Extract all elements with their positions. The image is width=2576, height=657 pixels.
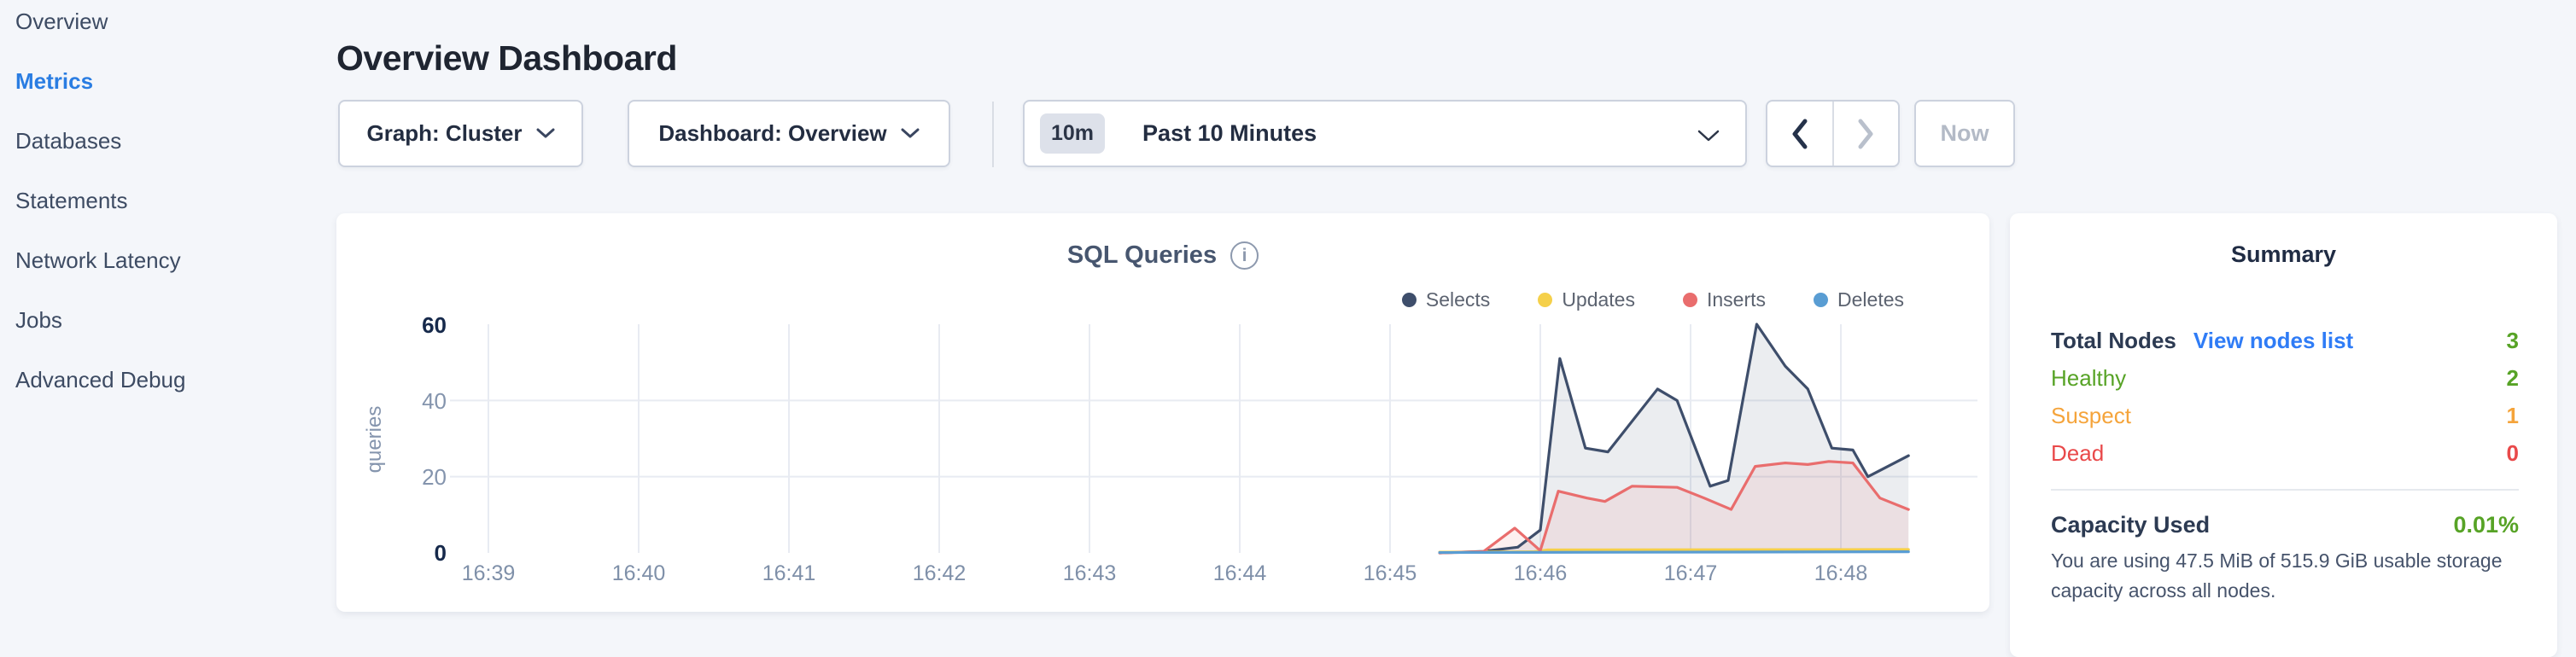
sidebar-item-statements[interactable]: Statements <box>0 181 333 220</box>
x-tick-label: 16:43 <box>1062 561 1117 585</box>
time-window-arrows <box>1766 100 1900 167</box>
sidebar-item-label: Overview <box>15 8 108 34</box>
chevron-left-icon <box>1792 119 1808 148</box>
chevron-down-icon <box>1697 130 1720 142</box>
graph-scope-dropdown-label: Graph: Cluster <box>366 120 523 146</box>
total-nodes-label: Total Nodes <box>2051 327 2176 353</box>
inserts-series-dot <box>1682 293 1697 307</box>
chart-title-row: SQL Queries i <box>336 241 1989 270</box>
summary-title: Summary <box>2230 241 2337 267</box>
deletes-series-dot <box>1814 293 1829 307</box>
sidebar-item-network-latency[interactable]: Network Latency <box>0 241 333 280</box>
summary-row-total-nodes: Total Nodes View nodes list 3 <box>2051 322 2519 359</box>
chevron-right-icon <box>1858 119 1873 148</box>
y-tick-label: 20 <box>422 464 447 490</box>
dead-label: Dead <box>2051 439 2105 466</box>
sql-queries-plot[interactable] <box>336 213 1989 612</box>
legend-item-inserts[interactable]: Inserts <box>1682 288 1767 311</box>
selects-line <box>1438 323 1910 555</box>
time-range-label: Past 10 Minutes <box>1142 120 1317 146</box>
inserts-area <box>1440 461 1909 553</box>
graph-scope-dropdown[interactable]: Graph: Cluster <box>338 100 583 167</box>
sidebar-item-jobs[interactable]: Jobs <box>0 300 333 340</box>
dashboard-dropdown-label: Dashboard: Overview <box>658 120 887 146</box>
chevron-down-icon <box>901 128 920 138</box>
selects-series-dot <box>1401 293 1417 307</box>
sidebar-item-label: Network Latency <box>15 247 181 273</box>
updates-series-dot <box>1538 293 1553 307</box>
x-tick-label: 16:44 <box>1212 561 1267 585</box>
x-tick-label: 16:45 <box>1363 561 1417 585</box>
chart-title: SQL Queries <box>1066 241 1218 269</box>
summary-rows: Total Nodes View nodes list 3 Healthy 2 … <box>2051 322 2519 472</box>
next-time-window-button[interactable] <box>1834 102 1899 166</box>
x-tick-label: 16:41 <box>762 561 816 585</box>
summary-panel: Summary Total Nodes View nodes list 3 He… <box>2010 213 2557 657</box>
summary-row-healthy: Healthy 2 <box>2051 359 2519 397</box>
summary-row-dead: Dead 0 <box>2051 434 2519 472</box>
x-tick-label: 16:42 <box>912 561 967 585</box>
x-tick-label: 16:46 <box>1513 561 1568 585</box>
suspect-label: Suspect <box>2051 402 2131 428</box>
sidebar-item-label: Advanced Debug <box>15 366 186 392</box>
legend-item-updates[interactable]: Updates <box>1538 288 1635 311</box>
y-tick-label: 40 <box>422 388 447 414</box>
y-tick-label: 60 <box>422 312 447 338</box>
sidebar-item-label: Databases <box>15 127 122 154</box>
time-range-badge: 10m <box>1040 113 1106 154</box>
total-nodes-value: 3 <box>2506 327 2519 353</box>
view-nodes-list-link[interactable]: View nodes list <box>2193 327 2354 353</box>
sidebar-item-advanced-debug[interactable]: Advanced Debug <box>0 360 333 399</box>
chart-legend: Selects Updates Inserts Deletes <box>1401 288 1904 311</box>
time-range-dropdown[interactable]: 10m Past 10 Minutes <box>1023 100 1747 167</box>
x-tick-label: 16:40 <box>611 561 666 585</box>
capacity-used-value: 0.01% <box>2453 512 2519 538</box>
chevron-down-icon <box>536 128 555 138</box>
healthy-label: Healthy <box>2051 364 2127 391</box>
now-button[interactable]: Now <box>1914 100 2015 167</box>
sidebar-item-label: Jobs <box>15 306 62 333</box>
sidebar-item-label: Metrics <box>15 67 94 94</box>
x-tick-label: 16:39 <box>461 561 516 585</box>
legend-label: Selects <box>1425 288 1491 311</box>
x-tick-label: 16:48 <box>1814 561 1868 585</box>
now-button-label: Now <box>1940 120 1989 146</box>
legend-item-deletes[interactable]: Deletes <box>1814 288 1904 311</box>
summary-divider <box>2051 489 2519 491</box>
capacity-note: You are using 47.5 MiB of 515.9 GiB usab… <box>2051 546 2503 606</box>
sidebar-item-overview[interactable]: Overview <box>0 2 333 41</box>
capacity-note-line1: You are using 47.5 MiB of 515.9 GiB usab… <box>2051 549 2503 572</box>
info-icon[interactable]: i <box>1230 241 1259 270</box>
y-tick-label: 0 <box>434 540 447 566</box>
sql-queries-chart-card: SQL Queries i Selects Updates Inserts De… <box>336 213 1989 612</box>
capacity-note-line2: capacity across all nodes. <box>2051 579 2276 602</box>
suspect-value: 1 <box>2506 402 2519 428</box>
sidebar-item-label: Statements <box>15 187 128 213</box>
healthy-value: 2 <box>2506 364 2519 391</box>
toolbar-divider <box>992 102 994 167</box>
sidebar-item-databases[interactable]: Databases <box>0 121 333 160</box>
dashboard-dropdown[interactable]: Dashboard: Overview <box>628 100 950 167</box>
legend-item-selects[interactable]: Selects <box>1401 288 1491 311</box>
deletes-line <box>1438 550 1910 555</box>
prev-time-window-button[interactable] <box>1767 102 1834 166</box>
legend-label: Deletes <box>1837 288 1904 311</box>
summary-row-suspect: Suspect 1 <box>2051 397 2519 434</box>
inserts-line <box>1438 460 1910 555</box>
capacity-used-label: Capacity Used <box>2051 512 2211 538</box>
info-icon-glyph: i <box>1241 245 1247 265</box>
sidebar-item-metrics[interactable]: Metrics <box>0 61 333 101</box>
capacity-row: Capacity Used 0.01% <box>2051 512 2519 538</box>
legend-label: Inserts <box>1706 288 1767 311</box>
page-title: Overview Dashboard <box>336 38 677 78</box>
dead-value: 0 <box>2506 439 2519 466</box>
x-tick-label: 16:47 <box>1663 561 1718 585</box>
legend-label: Updates <box>1562 288 1635 311</box>
